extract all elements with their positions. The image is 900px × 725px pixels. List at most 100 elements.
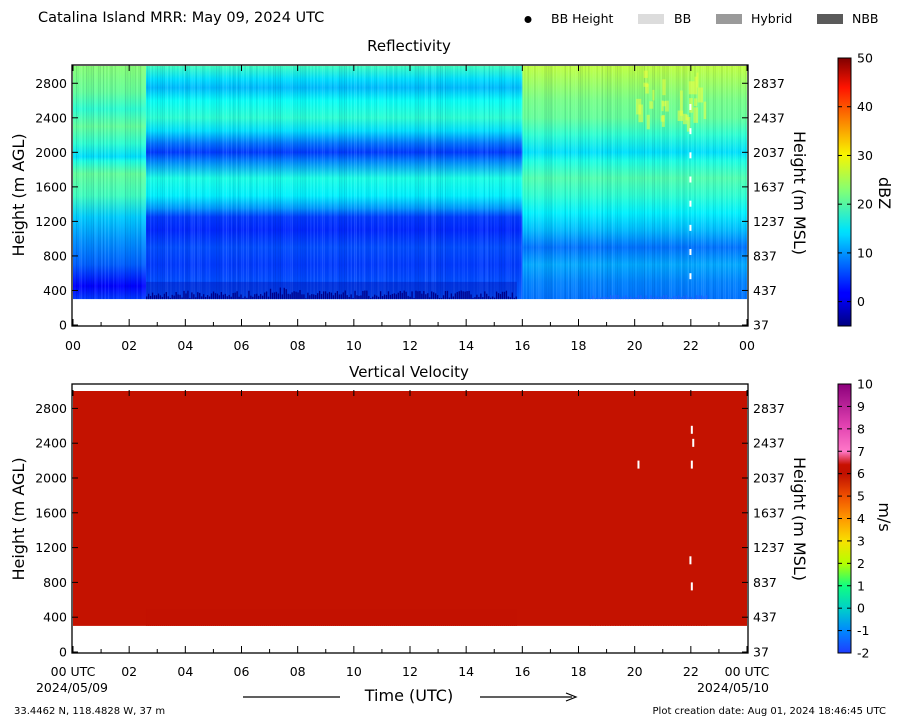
legend-label-nbb: NBB xyxy=(852,11,879,26)
y-tick-label-left: 2000 xyxy=(35,145,67,160)
echo-base-spike xyxy=(157,620,160,626)
echo-base-spike xyxy=(206,621,209,626)
echo-base-spike xyxy=(269,288,272,300)
reflectivity-streak xyxy=(659,66,661,300)
reflectivity-streak xyxy=(564,66,566,300)
x-tick-label: 00 xyxy=(65,338,81,353)
reflectivity-streak xyxy=(381,66,383,300)
reflectivity-streak xyxy=(106,66,108,300)
reflectivity-streak xyxy=(467,66,469,300)
echo-base-spike xyxy=(336,291,339,300)
echo-base-spike xyxy=(401,292,403,300)
echo-base-spike xyxy=(153,295,156,300)
reflectivity-streak xyxy=(694,66,696,300)
echo-base-spike xyxy=(440,623,443,626)
echo-base-spike xyxy=(348,296,350,300)
reflectivity-streak xyxy=(91,66,93,300)
reflectivity-streak xyxy=(119,66,121,300)
reflectivity-segment xyxy=(522,66,747,300)
echo-base-spike xyxy=(338,294,340,300)
reflectivity-streak xyxy=(269,66,271,300)
echo-base-spike xyxy=(399,622,401,626)
reflectivity-streak xyxy=(701,66,703,300)
reflectivity-hot-spot xyxy=(703,101,707,119)
echo-base-spike xyxy=(615,621,617,626)
reflectivity-streak xyxy=(445,66,447,300)
colorbar-tick-label: 10 xyxy=(857,377,873,392)
reflectivity-streak xyxy=(515,66,517,300)
echo-base-spike xyxy=(210,621,213,626)
echo-base-spike xyxy=(195,618,197,626)
reflectivity-streak xyxy=(684,66,686,300)
echo-base-spike xyxy=(660,296,662,300)
echo-base-spike xyxy=(201,296,203,300)
colorbar-tick-label: 50 xyxy=(857,51,873,66)
echo-base-spike xyxy=(279,287,281,300)
echo-base-spike xyxy=(210,293,213,300)
reflectivity-streak xyxy=(510,66,512,300)
reflectivity-streak xyxy=(150,66,152,300)
echo-base-spike xyxy=(640,623,642,626)
reflectivity-streak xyxy=(352,66,354,300)
reflectivity-streak xyxy=(404,66,406,300)
colorbar-tick-label: 7 xyxy=(857,444,865,459)
reflectivity-hot-spot xyxy=(694,98,698,107)
reflectivity-streak xyxy=(187,66,189,300)
reflectivity-streak xyxy=(665,66,667,300)
reflectivity-streak xyxy=(583,66,585,300)
echo-base-spike xyxy=(250,295,252,300)
colorbar-tick-label: 1 xyxy=(857,578,865,593)
reflectivity-streak xyxy=(384,66,386,300)
reflectivity-streak xyxy=(365,66,367,300)
echo-base-spike xyxy=(622,622,624,626)
reflectivity-panel: Reflectivity 00 02 04 06 08 10 12 14 16 18 20 22 00 … xyxy=(9,37,894,353)
echo-base-spike xyxy=(214,618,217,626)
echo-base-spike xyxy=(311,624,313,626)
echo-base-spike xyxy=(305,298,307,300)
echo-base-spike xyxy=(690,622,693,626)
reflectivity-streak xyxy=(256,66,258,300)
reflectivity-x-axis: 00 02 04 06 08 10 12 14 16 18 20 22 00 xyxy=(65,65,755,353)
reflectivity-streak xyxy=(561,66,563,300)
echo-base-spike xyxy=(179,294,181,300)
reflectivity-hot-spot xyxy=(643,70,648,78)
echo-base-spike xyxy=(470,294,472,300)
echo-base-spike xyxy=(415,290,417,300)
echo-base-spike xyxy=(146,296,148,300)
echo-base-spike xyxy=(630,622,632,626)
reflectivity-streak xyxy=(645,66,647,300)
reflectivity-streak xyxy=(160,66,162,300)
x-tick-label: 22 xyxy=(683,338,699,353)
echo-base-spike xyxy=(374,294,376,300)
echo-base-spike xyxy=(151,621,154,626)
echo-base-spike xyxy=(642,297,645,300)
reflectivity-streak xyxy=(670,66,672,300)
reflectivity-streak xyxy=(386,66,388,300)
reflectivity-hot-spot xyxy=(688,81,695,95)
echo-base-spike xyxy=(474,619,476,626)
echo-base-spike xyxy=(431,291,433,300)
echo-base-spike xyxy=(482,617,484,626)
legend-label-bb-height: BB Height xyxy=(551,11,614,26)
reflectivity-streak xyxy=(608,66,610,300)
echo-base-spike xyxy=(417,291,419,300)
reflectivity-streak xyxy=(337,66,339,300)
echo-base-spike xyxy=(675,622,677,626)
reflectivity-streak xyxy=(542,66,544,300)
reflectivity-streak xyxy=(579,66,581,300)
echo-base-spike xyxy=(433,292,435,300)
reflectivity-streak xyxy=(224,66,226,300)
echo-base-spike xyxy=(358,619,360,626)
reflectivity-streak xyxy=(143,66,145,300)
reflectivity-gap xyxy=(689,249,692,256)
reflectivity-gap xyxy=(689,273,692,280)
x-tick-label: 00 UTC xyxy=(725,664,770,679)
reflectivity-streak xyxy=(723,66,725,300)
reflectivity-streak xyxy=(421,66,423,300)
echo-base-spike xyxy=(344,290,346,300)
echo-base-spike xyxy=(295,291,297,300)
reflectivity-streak xyxy=(497,66,499,300)
reflectivity-streak xyxy=(428,66,430,300)
echo-base-spike xyxy=(226,296,228,300)
reflectivity-streak xyxy=(529,66,531,300)
